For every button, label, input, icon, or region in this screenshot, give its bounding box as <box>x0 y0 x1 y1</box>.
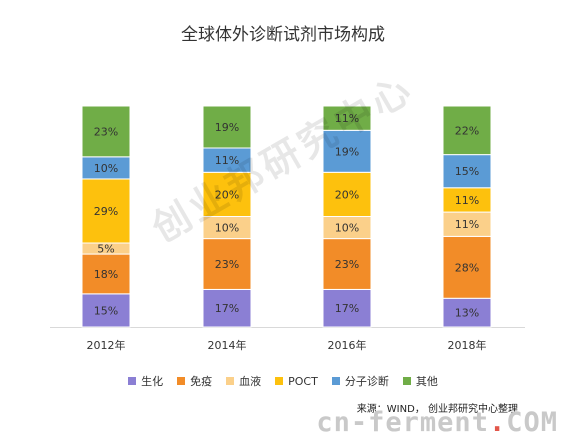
chart-title: 全球体外诊断试剂市场构成 <box>181 25 385 45</box>
legend-item: 其他 <box>402 373 438 389</box>
data-label: 11% <box>215 154 239 167</box>
bar-segment <box>322 171 372 218</box>
legend-label: 血液 <box>239 375 262 388</box>
data-label: 18% <box>94 268 118 281</box>
bar-segment <box>442 211 492 237</box>
data-label: 5% <box>97 243 114 256</box>
data-label: 11% <box>455 194 479 207</box>
legend-swatch <box>177 377 186 385</box>
brand-dot: . <box>488 407 507 438</box>
legend-label: 免疫 <box>190 375 213 388</box>
legend-swatch <box>402 377 411 385</box>
data-label: 17% <box>215 302 239 315</box>
bar-segment <box>322 105 372 131</box>
legend-item: 血液 <box>226 373 261 389</box>
legend-item: POCT <box>275 373 318 389</box>
legend-swatch <box>226 377 235 385</box>
data-label: 22% <box>455 124 479 137</box>
data-label: 23% <box>94 125 118 138</box>
bar-segment <box>202 288 252 328</box>
bar-segment <box>322 129 372 173</box>
data-label: 11% <box>455 218 479 231</box>
legend-swatch <box>275 377 284 385</box>
bar-segment <box>442 187 492 213</box>
bar-segment <box>202 238 252 290</box>
bar-segment <box>322 238 372 290</box>
data-label: 19% <box>335 145 359 158</box>
bar-segment <box>442 154 492 189</box>
data-label: 13% <box>455 307 479 320</box>
legend-label: 其他 <box>415 375 438 388</box>
legend-swatch <box>128 377 137 385</box>
data-label: 28% <box>455 261 479 274</box>
bar-segment <box>81 293 131 328</box>
data-label: 10% <box>94 162 118 175</box>
legend-label: 分子诊断 <box>344 375 389 388</box>
bar-segment <box>442 297 492 328</box>
bar-segment <box>202 171 252 218</box>
bar-segment <box>81 105 131 158</box>
brand-logo: cn-ferment.COM <box>316 407 558 438</box>
legend: 生化 免疫 血液 POCT 分子诊断 其他 <box>0 373 566 389</box>
data-label: 20% <box>335 188 359 201</box>
data-label: 29% <box>94 205 118 218</box>
x-tick-label: 2018年 <box>448 338 487 352</box>
legend-swatch <box>331 377 340 385</box>
bar-segment <box>202 105 252 149</box>
bar-segment <box>322 288 372 328</box>
brand-left: cn-ferment <box>316 407 489 438</box>
source-note: 来源：WIND， 创业邦研究中心整理 <box>356 404 518 415</box>
data-label: 17% <box>335 302 359 315</box>
data-label: 15% <box>94 304 118 317</box>
bar-segment <box>202 147 252 173</box>
x-tick-label: 2012年 <box>87 338 126 352</box>
legend-label: 生化 <box>141 375 164 388</box>
x-tick-label: 2014年 <box>208 338 247 352</box>
legend-item: 生化 <box>128 373 163 389</box>
bar-segment <box>442 235 492 299</box>
data-label: 11% <box>335 112 359 125</box>
data-label: 20% <box>215 188 239 201</box>
legend-item: 免疫 <box>177 373 212 389</box>
data-label: 19% <box>215 121 239 134</box>
bar-segment <box>442 105 492 156</box>
data-label: 10% <box>335 222 359 235</box>
data-label: 10% <box>215 222 239 235</box>
data-label: 15% <box>455 165 479 178</box>
legend-label: POCT <box>288 374 318 388</box>
data-label: 23% <box>215 258 239 271</box>
data-label: 23% <box>335 258 359 271</box>
legend-item: 分子诊断 <box>331 373 389 389</box>
brand-right: COM <box>506 407 558 438</box>
x-tick-label: 2016年 <box>328 338 367 352</box>
